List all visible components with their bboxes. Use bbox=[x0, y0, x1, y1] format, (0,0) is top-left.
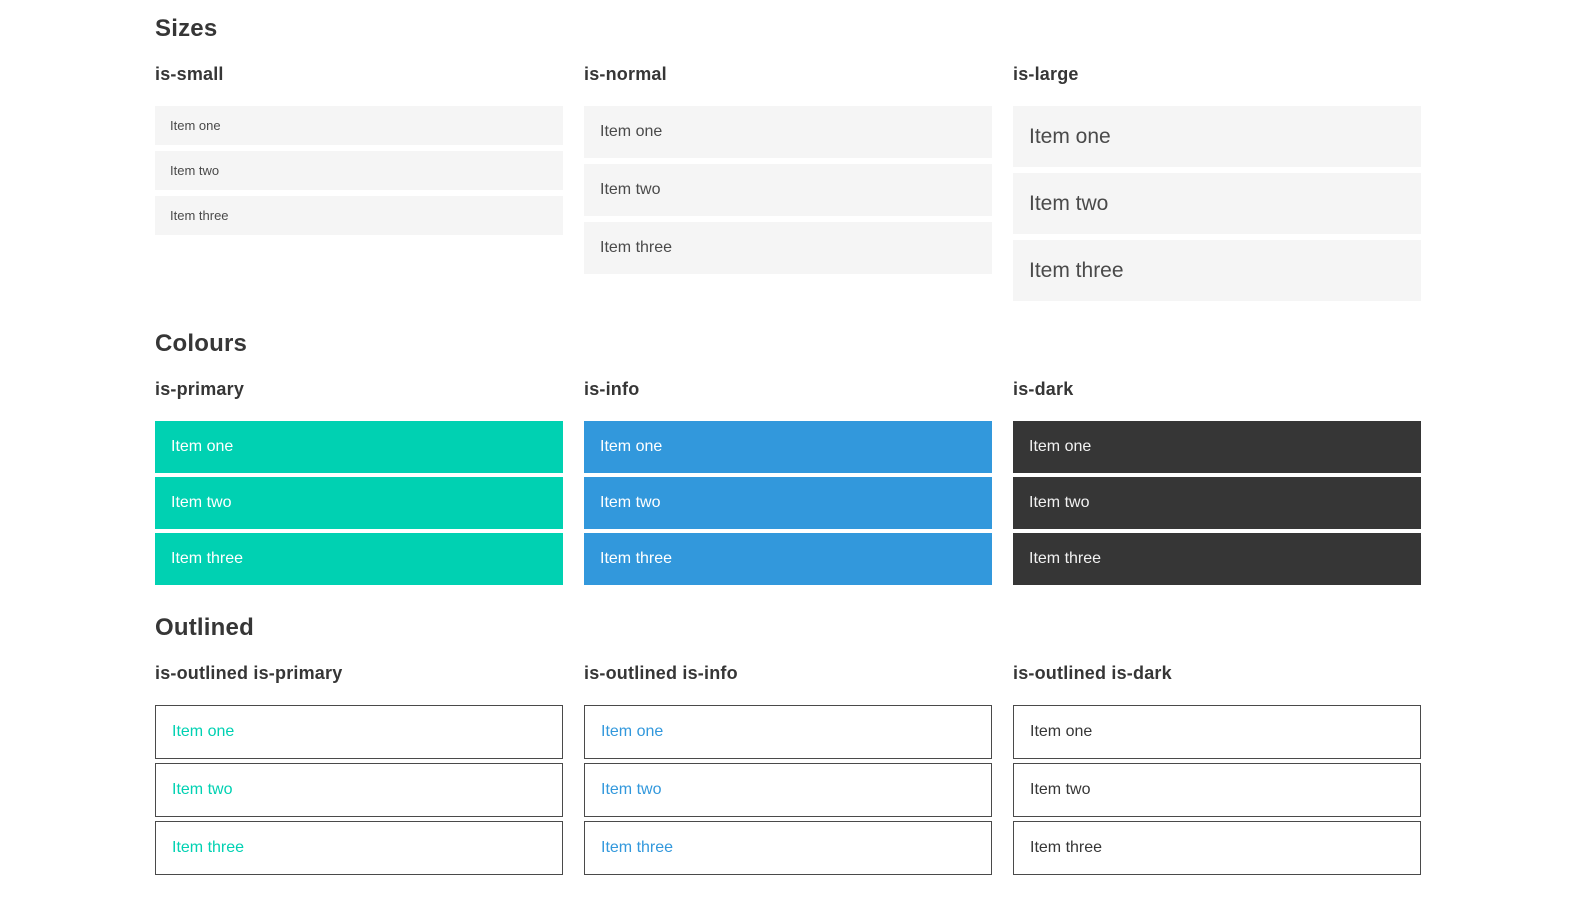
section-title: Outlined bbox=[155, 614, 254, 641]
sizes-grid: is-small Item one Item two Item three is… bbox=[155, 65, 1421, 301]
list-item: Item two bbox=[155, 763, 563, 817]
column-is-small: is-small Item one Item two Item three bbox=[155, 65, 563, 235]
section-title: Colours bbox=[155, 330, 248, 357]
list-item: Item two bbox=[584, 477, 992, 529]
component-demo-page: Sizes is-small Item one Item two Item th… bbox=[155, 0, 1421, 897]
column-is-info: is-info Item one Item two Item three bbox=[584, 380, 992, 585]
list-item: Item two bbox=[155, 477, 563, 529]
block-list-info: Item one Item two Item three bbox=[584, 421, 992, 585]
block-list-dark: Item one Item two Item three bbox=[1013, 421, 1421, 585]
column-is-large: is-large Item one Item two Item three bbox=[1013, 65, 1421, 301]
list-item: Item three bbox=[1013, 533, 1421, 585]
column-heading: is-outlined is-primary bbox=[155, 663, 343, 683]
list-item: Item three bbox=[584, 222, 992, 274]
section-colours: Colours is-primary Item one Item two Ite… bbox=[155, 329, 1421, 585]
column-heading: is-outlined is-dark bbox=[1013, 663, 1172, 683]
list-item: Item three bbox=[155, 196, 563, 235]
block-list-outlined-info: Item one Item two Item three bbox=[584, 705, 992, 875]
list-item: Item one bbox=[155, 421, 563, 473]
column-is-dark: is-dark Item one Item two Item three bbox=[1013, 380, 1421, 585]
section-title: Sizes bbox=[155, 15, 218, 42]
list-item: Item one bbox=[584, 705, 992, 759]
block-list-large: Item one Item two Item three bbox=[1013, 106, 1421, 301]
list-item: Item one bbox=[584, 421, 992, 473]
list-item: Item one bbox=[155, 106, 563, 145]
column-heading: is-large bbox=[1013, 64, 1079, 84]
list-item: Item one bbox=[155, 705, 563, 759]
column-is-outlined-is-primary: is-outlined is-primary Item one Item two… bbox=[155, 664, 563, 875]
list-item: Item two bbox=[584, 164, 992, 216]
column-heading: is-info bbox=[584, 379, 640, 399]
list-item: Item three bbox=[1013, 240, 1421, 301]
list-item: Item two bbox=[1013, 173, 1421, 234]
list-item: Item two bbox=[1013, 763, 1421, 817]
list-item: Item three bbox=[155, 821, 563, 875]
colours-grid: is-primary Item one Item two Item three … bbox=[155, 380, 1421, 585]
section-sizes: Sizes is-small Item one Item two Item th… bbox=[155, 14, 1421, 301]
list-item: Item one bbox=[584, 106, 992, 158]
list-item: Item three bbox=[155, 533, 563, 585]
list-item: Item two bbox=[155, 151, 563, 190]
list-item: Item one bbox=[1013, 705, 1421, 759]
section-outlined: Outlined is-outlined is-primary Item one… bbox=[155, 613, 1421, 875]
column-heading: is-outlined is-info bbox=[584, 663, 738, 683]
column-is-normal: is-normal Item one Item two Item three bbox=[584, 65, 992, 274]
list-item: Item two bbox=[584, 763, 992, 817]
list-item: Item one bbox=[1013, 421, 1421, 473]
column-heading: is-dark bbox=[1013, 379, 1074, 399]
column-heading: is-small bbox=[155, 64, 224, 84]
block-list-small: Item one Item two Item three bbox=[155, 106, 563, 235]
list-item: Item three bbox=[584, 533, 992, 585]
list-item: Item three bbox=[584, 821, 992, 875]
column-is-primary: is-primary Item one Item two Item three bbox=[155, 380, 563, 585]
list-item: Item one bbox=[1013, 106, 1421, 167]
column-heading: is-primary bbox=[155, 379, 245, 399]
column-is-outlined-is-dark: is-outlined is-dark Item one Item two It… bbox=[1013, 664, 1421, 875]
outlined-grid: is-outlined is-primary Item one Item two… bbox=[155, 664, 1421, 875]
block-list-normal: Item one Item two Item three bbox=[584, 106, 992, 274]
block-list-outlined-primary: Item one Item two Item three bbox=[155, 705, 563, 875]
list-item: Item two bbox=[1013, 477, 1421, 529]
column-heading: is-normal bbox=[584, 64, 667, 84]
list-item: Item three bbox=[1013, 821, 1421, 875]
block-list-outlined-dark: Item one Item two Item three bbox=[1013, 705, 1421, 875]
column-is-outlined-is-info: is-outlined is-info Item one Item two It… bbox=[584, 664, 992, 875]
block-list-primary: Item one Item two Item three bbox=[155, 421, 563, 585]
